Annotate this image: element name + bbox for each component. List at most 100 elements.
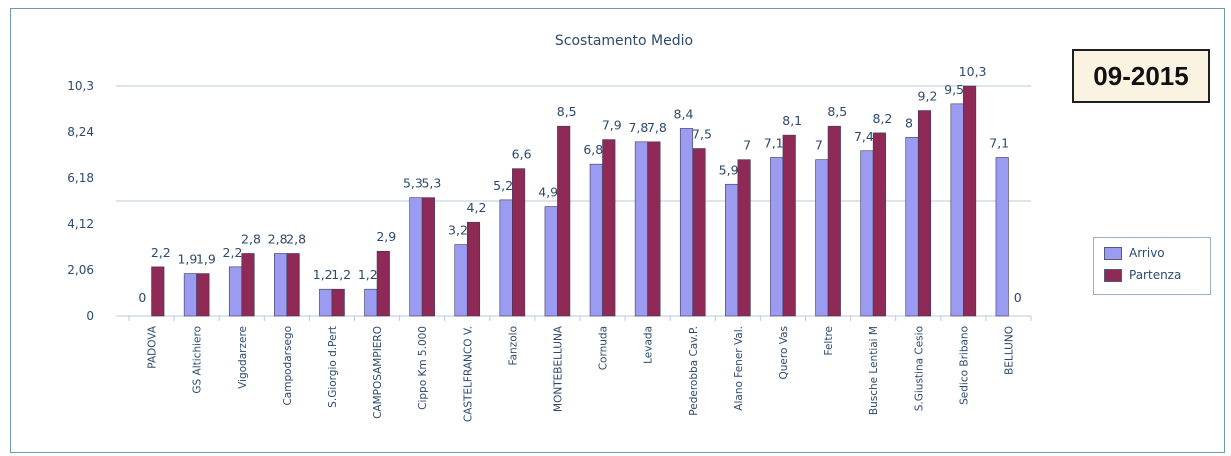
chart-title: Scostamento Medio <box>555 33 693 49</box>
y-tick-label: 2,06 <box>67 263 94 277</box>
bar-arrivo-7 <box>454 244 468 317</box>
bar-partenza-6 <box>421 197 435 317</box>
date-badge: 09-2015 <box>1072 49 1210 103</box>
bar-arrivo-17 <box>905 137 919 317</box>
legend-label-partenza: Partenza <box>1129 268 1182 282</box>
value-label-arrivo-4: 1,2 <box>313 267 333 282</box>
bar-arrivo-5 <box>364 288 378 317</box>
bar-partenza-15 <box>827 125 841 317</box>
value-label-partenza-9: 8,5 <box>557 104 577 119</box>
x-tick-label-3: Campodarsego <box>282 326 294 406</box>
bar-arrivo-14 <box>770 157 784 317</box>
value-label-arrivo-0: 0 <box>138 290 146 305</box>
legend-swatch-arrivo <box>1104 246 1122 260</box>
bar-partenza-12 <box>692 148 706 317</box>
value-label-partenza-14: 8,1 <box>782 113 802 128</box>
bar-chart: Scostamento Medio 02,064,126,188,2410,3 … <box>67 33 1032 422</box>
x-tick-label-7: CASTELFRANCO V. <box>462 326 474 422</box>
bar-arrivo-18 <box>950 103 964 317</box>
value-label-partenza-19: 0 <box>1014 290 1022 305</box>
x-tick-text: MONTEBELLUNA <box>552 325 564 412</box>
x-axis: PADOVA GS Altichiero Vigodarzere Campodarse… <box>128 316 1032 422</box>
bar-partenza-9 <box>557 125 571 317</box>
value-label-arrivo-10: 6,8 <box>583 142 603 157</box>
value-label-partenza-4: 1,2 <box>331 267 351 282</box>
bar-partenza-10 <box>602 139 616 317</box>
value-label-arrivo-8: 5,2 <box>493 178 513 193</box>
y-tick-label: 4,12 <box>67 217 94 231</box>
x-tick-text: S.Giustina Cesio <box>913 326 925 411</box>
x-tick-text: PADOVA <box>147 325 159 369</box>
x-tick-label-16: Busche Lentiai M <box>868 326 880 415</box>
y-tick-label: 10,3 <box>67 79 94 93</box>
value-label-partenza-5: 2,9 <box>376 229 396 244</box>
legend: Arrivo Partenza <box>1093 237 1211 295</box>
value-label-partenza-16: 8,2 <box>872 111 892 126</box>
bar-partenza-3 <box>286 253 300 317</box>
value-label-arrivo-7: 3,2 <box>448 223 468 238</box>
bar-arrivo-12 <box>679 128 694 317</box>
bar-arrivo-15 <box>815 159 829 317</box>
x-tick-text: Alano Fener Val. <box>733 326 745 411</box>
value-label-partenza-6: 5,3 <box>421 176 441 191</box>
bar-partenza-8 <box>512 168 526 317</box>
value-label-partenza-13: 7 <box>743 138 751 153</box>
value-label-arrivo-18: 9,5 <box>944 82 964 97</box>
value-label-arrivo-12: 8,4 <box>674 106 694 121</box>
x-tick-text: Quero Vas <box>778 326 790 380</box>
value-label-partenza-2: 2,8 <box>241 231 261 246</box>
x-tick-text: CASTELFRANCO V. <box>462 326 474 422</box>
x-tick-label-1: GS Altichiero <box>192 326 204 394</box>
bar-arrivo-16 <box>860 150 874 317</box>
x-tick-label-11: Levada <box>643 326 655 364</box>
bars <box>151 85 1009 317</box>
legend-swatch-partenza <box>1104 268 1122 282</box>
bar-arrivo-11 <box>634 141 648 317</box>
x-tick-text: Levada <box>643 326 655 364</box>
bar-partenza-11 <box>647 141 661 317</box>
bar-arrivo-13 <box>725 183 739 317</box>
value-label-partenza-0: 2,2 <box>151 245 171 260</box>
x-tick-label-9: MONTEBELLUNA <box>552 325 564 412</box>
bar-arrivo-1 <box>183 273 197 317</box>
value-label-partenza-3: 2,8 <box>286 231 306 246</box>
bar-arrivo-6 <box>409 197 423 317</box>
value-label-arrivo-2: 2,2 <box>223 245 243 260</box>
bar-partenza-17 <box>917 110 932 317</box>
value-label-partenza-10: 7,9 <box>602 118 622 133</box>
legend-item-partenza: Partenza <box>1104 267 1181 283</box>
x-tick-text: Pederobba Cav.P. <box>688 326 700 416</box>
x-tick-label-4: S.Giorgio d.Pert <box>327 326 339 408</box>
legend-item-arrivo: Arrivo <box>1104 245 1165 261</box>
value-label-arrivo-15: 7 <box>815 138 823 153</box>
bar-arrivo-4 <box>319 288 333 317</box>
x-tick-label-6: Cippo Km 5.000 <box>417 326 429 410</box>
bar-partenza-1 <box>196 273 210 317</box>
x-tick-text: Cippo Km 5.000 <box>417 326 429 410</box>
x-tick-text: Fanzolo <box>507 326 519 365</box>
value-label-partenza-11: 7,8 <box>647 120 667 135</box>
x-tick-text: BELLUNO <box>1003 326 1015 375</box>
bar-partenza-13 <box>737 159 751 317</box>
bar-arrivo-10 <box>589 163 603 317</box>
x-tick-text: S.Giorgio d.Pert <box>327 326 339 408</box>
x-tick-label-14: Quero Vas <box>778 326 790 380</box>
bar-partenza-14 <box>782 134 796 317</box>
x-tick-label-13: Alano Fener Val. <box>733 326 745 411</box>
y-tick-label: 6,18 <box>67 171 94 185</box>
value-label-partenza-8: 6,6 <box>512 147 532 162</box>
bar-arrivo-3 <box>274 253 288 317</box>
value-label-arrivo-9: 4,9 <box>538 185 558 200</box>
bar-arrivo-19 <box>995 157 1009 317</box>
value-label-arrivo-11: 7,8 <box>628 120 648 135</box>
bar-arrivo-9 <box>544 206 558 317</box>
x-tick-text: Sedico Bribano <box>958 326 970 405</box>
x-tick-label-0: PADOVA <box>147 325 159 369</box>
bar-partenza-7 <box>466 221 481 317</box>
x-tick-label-19: BELLUNO <box>1003 326 1015 375</box>
legend-label-arrivo: Arrivo <box>1129 246 1165 260</box>
bar-partenza-0 <box>151 266 165 317</box>
x-tick-label-12: Pederobba Cav.P. <box>688 326 700 416</box>
x-tick-label-10: Cornuda <box>598 326 610 370</box>
bar-arrivo-2 <box>228 266 243 317</box>
